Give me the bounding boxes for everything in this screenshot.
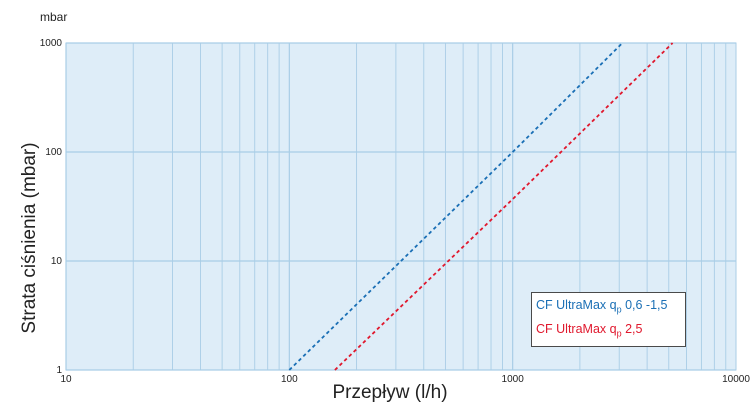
- legend-label-series-1-prefix: CF UltraMax q: [536, 298, 617, 312]
- legend-label-series-2-sub: p: [616, 328, 622, 338]
- y-tick-label: 10: [51, 256, 63, 267]
- legend-label-series-1-sub: p: [616, 304, 622, 315]
- y-axis-title: Strata ciśnienia (mbar): [19, 142, 40, 334]
- series-line-1: [288, 42, 624, 371]
- legend-label-series-1-suffix: 0,6 -1,5: [621, 298, 668, 312]
- series-lines: [288, 42, 674, 371]
- x-tick-label: 10000: [722, 374, 750, 385]
- y-tick-label: 1000: [40, 38, 63, 49]
- grid-lines: [65, 42, 736, 371]
- legend: CF UltraMax qp 0,6 -1,5 CF UltraMax qp 2…: [531, 292, 686, 347]
- y-unit-label: mbar: [40, 10, 68, 24]
- legend-label-series-2-prefix: CF UltraMax q: [536, 321, 617, 336]
- x-axis-title: Przepływ (l/h): [332, 382, 448, 403]
- legend-item-series-2: CF UltraMax qp 2,5: [536, 320, 681, 344]
- y-tick-label: 100: [45, 147, 62, 158]
- y-tick-label: 1: [56, 365, 62, 376]
- legend-label-series-2-suffix: 2,5: [621, 321, 643, 336]
- x-tick-label: 100: [281, 374, 298, 385]
- legend-item-series-1: CF UltraMax qp 0,6 -1,5: [536, 296, 681, 320]
- x-tick-label: 1000: [502, 374, 525, 385]
- x-tick-label: 10: [60, 374, 72, 385]
